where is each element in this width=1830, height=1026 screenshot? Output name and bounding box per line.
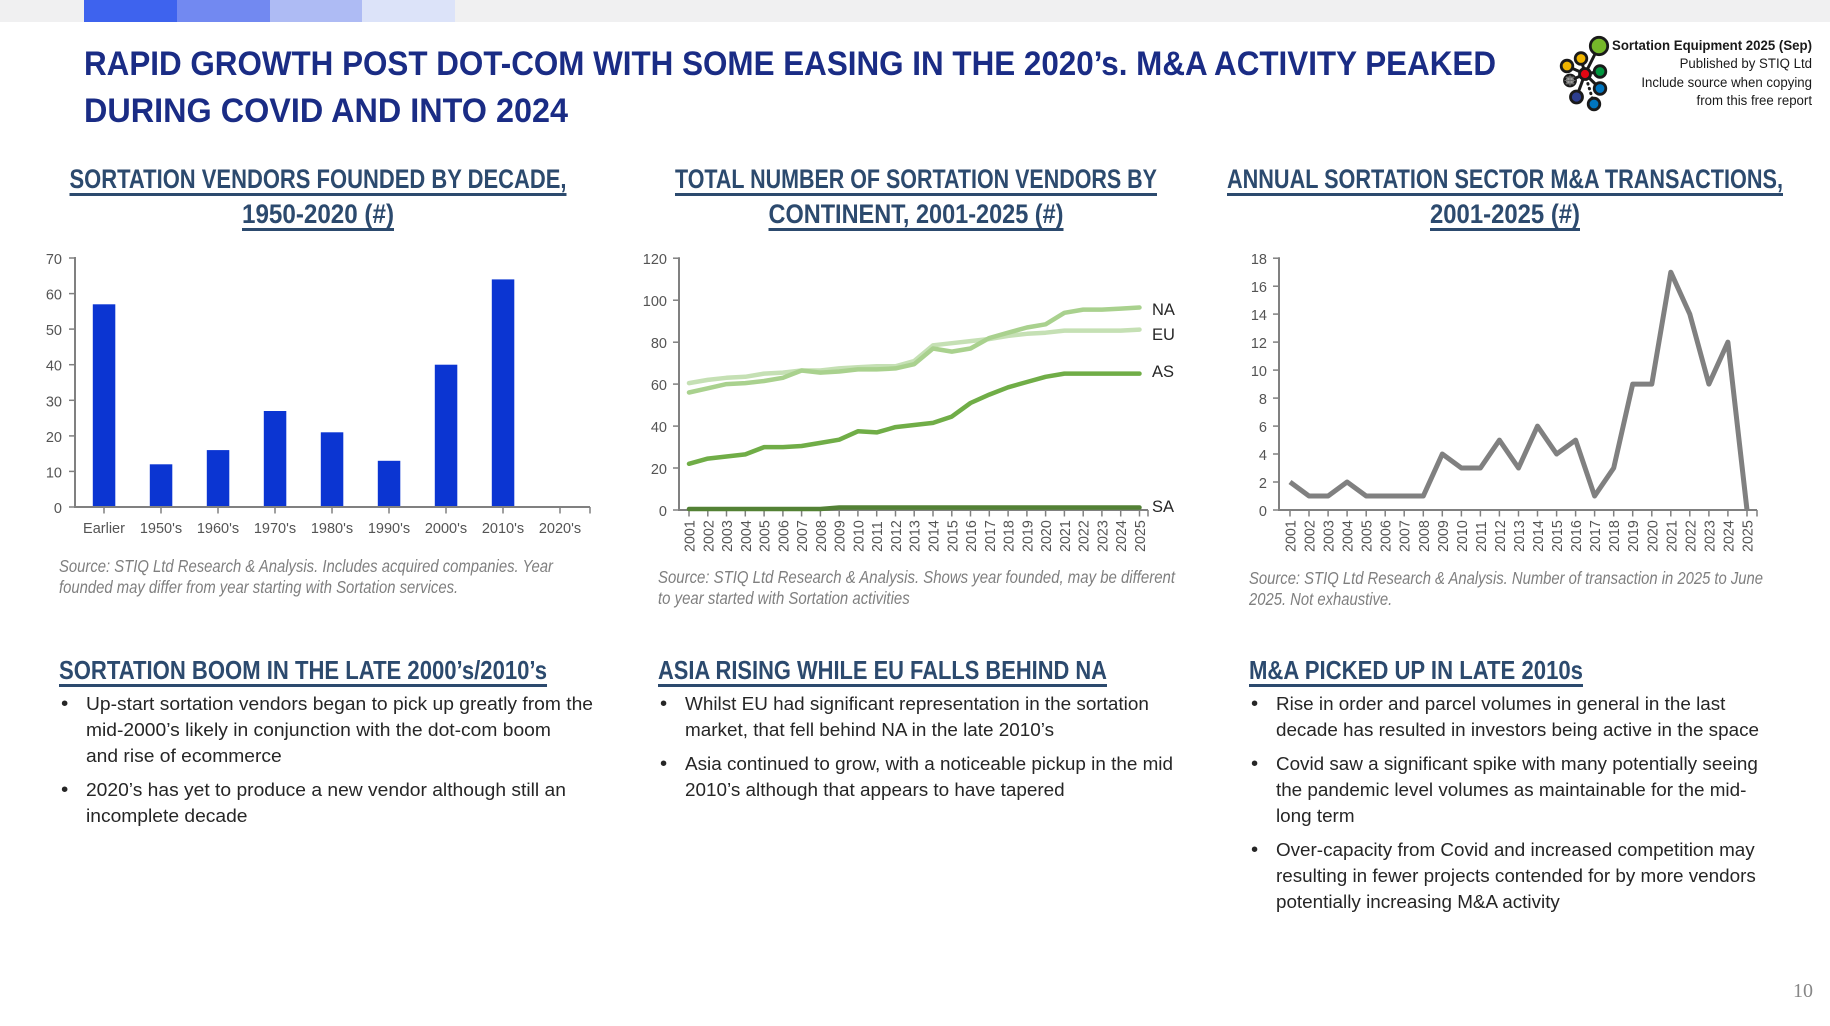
svg-text:2016: 2016	[964, 520, 980, 552]
svg-text:4: 4	[1259, 448, 1267, 464]
svg-text:2023: 2023	[1702, 520, 1718, 552]
svg-text:30: 30	[46, 394, 62, 410]
svg-text:2018: 2018	[1607, 520, 1623, 552]
svg-text:2004: 2004	[739, 520, 755, 552]
svg-text:2017: 2017	[1588, 520, 1604, 552]
svg-text:1970's: 1970's	[254, 521, 296, 537]
svg-text:2024: 2024	[1721, 520, 1737, 552]
svg-text:2012: 2012	[1493, 520, 1509, 552]
svg-text:2005: 2005	[1360, 520, 1376, 552]
svg-text:2009: 2009	[1436, 520, 1452, 552]
svg-text:2009: 2009	[833, 520, 849, 552]
svg-text:2022: 2022	[1683, 520, 1699, 552]
svg-text:2004: 2004	[1341, 520, 1357, 552]
svg-text:100: 100	[643, 294, 667, 310]
svg-text:60: 60	[651, 378, 667, 394]
svg-text:2014: 2014	[1531, 520, 1547, 552]
svg-text:14: 14	[1251, 308, 1267, 324]
svg-text:2014: 2014	[927, 520, 943, 552]
svg-text:40: 40	[651, 420, 667, 436]
svg-text:2019: 2019	[1020, 520, 1036, 552]
svg-text:2001: 2001	[683, 520, 699, 552]
svg-text:10: 10	[46, 465, 62, 481]
svg-text:80: 80	[651, 336, 667, 352]
svg-text:2024: 2024	[1114, 520, 1130, 552]
svg-text:2020's: 2020's	[539, 521, 581, 537]
svg-text:2021: 2021	[1058, 520, 1074, 552]
svg-text:120: 120	[643, 252, 667, 268]
svg-text:2015: 2015	[1550, 520, 1566, 552]
svg-text:2020: 2020	[1039, 520, 1055, 552]
svg-text:0: 0	[54, 501, 62, 517]
svg-text:2020: 2020	[1645, 520, 1661, 552]
svg-text:2025: 2025	[1741, 520, 1757, 552]
svg-text:2010's: 2010's	[482, 521, 524, 537]
svg-text:6: 6	[1259, 420, 1267, 436]
svg-text:2021: 2021	[1664, 520, 1680, 552]
svg-text:2006: 2006	[776, 520, 792, 552]
svg-text:2007: 2007	[1398, 520, 1414, 552]
svg-text:2002: 2002	[1303, 520, 1319, 552]
svg-text:1980's: 1980's	[311, 521, 353, 537]
svg-text:NA: NA	[1152, 301, 1175, 319]
svg-text:2: 2	[1259, 476, 1267, 492]
svg-text:60: 60	[46, 288, 62, 304]
svg-text:1950's: 1950's	[140, 521, 182, 537]
svg-text:2016: 2016	[1569, 520, 1585, 552]
svg-text:2010: 2010	[1455, 520, 1471, 552]
svg-text:2011: 2011	[1474, 521, 1490, 552]
svg-text:12: 12	[1251, 336, 1267, 352]
svg-text:2005: 2005	[758, 520, 774, 552]
svg-text:2000's: 2000's	[425, 521, 467, 537]
svg-text:50: 50	[46, 323, 62, 339]
svg-text:EU: EU	[1152, 326, 1175, 344]
svg-text:2015: 2015	[945, 520, 961, 552]
svg-text:40: 40	[46, 359, 62, 375]
svg-text:20: 20	[651, 462, 667, 478]
svg-text:SA: SA	[1152, 498, 1174, 516]
svg-text:16: 16	[1251, 280, 1267, 296]
svg-text:2008: 2008	[814, 520, 830, 552]
svg-text:2001: 2001	[1284, 520, 1300, 552]
svg-text:2025: 2025	[1133, 520, 1149, 552]
svg-text:2011: 2011	[870, 521, 886, 552]
svg-text:2013: 2013	[908, 520, 924, 552]
svg-text:18: 18	[1251, 252, 1267, 268]
svg-text:2022: 2022	[1077, 520, 1093, 552]
svg-text:2018: 2018	[1002, 520, 1018, 552]
svg-text:2023: 2023	[1095, 520, 1111, 552]
svg-text:70: 70	[46, 252, 62, 268]
svg-text:2013: 2013	[1512, 520, 1528, 552]
svg-text:1960's: 1960's	[197, 521, 239, 537]
svg-text:2006: 2006	[1379, 520, 1395, 552]
svg-text:0: 0	[1259, 504, 1267, 520]
svg-text:2003: 2003	[1322, 520, 1338, 552]
svg-text:2010: 2010	[851, 520, 867, 552]
svg-text:1990's: 1990's	[368, 521, 410, 537]
svg-text:20: 20	[46, 430, 62, 446]
svg-text:2017: 2017	[983, 520, 999, 552]
svg-text:Earlier: Earlier	[83, 521, 125, 537]
svg-text:2008: 2008	[1417, 520, 1433, 552]
svg-text:2003: 2003	[720, 520, 736, 552]
svg-text:2002: 2002	[701, 520, 717, 552]
svg-text:AS: AS	[1152, 363, 1174, 381]
svg-text:2012: 2012	[889, 520, 905, 552]
svg-text:10: 10	[1251, 364, 1267, 380]
svg-text:2007: 2007	[795, 520, 811, 552]
svg-text:0: 0	[659, 504, 667, 520]
svg-text:2019: 2019	[1626, 520, 1642, 552]
svg-text:8: 8	[1259, 392, 1267, 408]
